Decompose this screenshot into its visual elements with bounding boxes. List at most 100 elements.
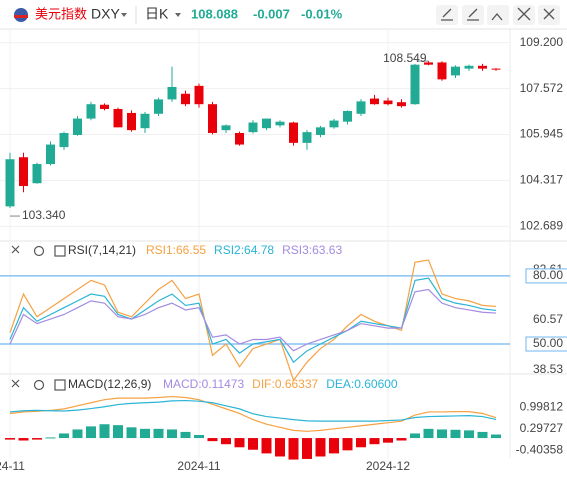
histogram-bar [140,428,150,439]
histogram-bar [99,424,110,439]
symbol[interactable]: DXY [91,6,120,22]
candle-body [181,93,190,105]
histogram-bar [5,438,15,440]
histogram-bar [383,438,393,443]
series-line [9,395,497,432]
histogram-bar [72,429,83,439]
histogram-bar [194,434,204,439]
close-icon[interactable] [11,245,20,254]
y-tick-label: 104.317 [520,173,564,187]
candle-body [100,104,109,109]
series-line [9,288,497,352]
reference-label-box [525,268,567,284]
histogram-bar [437,429,447,439]
change-pct: -0.01% [301,6,343,21]
histogram-bar [410,433,420,439]
candle-body [167,86,177,100]
tool-button[interactable] [462,5,484,25]
candle-body [208,104,217,133]
price: 108.088 [191,6,238,21]
x-tick-label: 2024-11 [177,459,220,473]
candle-body [424,62,433,65]
histogram-bar [18,438,29,441]
histogram-bar [329,438,339,454]
candle-body [491,68,501,70]
histogram-bar [261,438,272,454]
histogram-bar [86,426,96,439]
series-line [9,259,497,382]
settings-icon[interactable] [33,379,45,391]
flag-stripe [14,15,28,18]
histogram-bar [126,427,137,439]
candle-body [410,64,420,105]
candle-body [154,99,163,114]
histogram-bar [275,438,285,457]
y-tick-label: -0.40358 [516,443,564,457]
x-tick-label: 24-11 [0,459,25,473]
candle-body [343,110,352,122]
candle-body [59,132,69,148]
settings-icon[interactable] [33,245,45,257]
histogram-bar [248,438,258,450]
histogram-bar [59,433,69,439]
histogram-bar [113,425,123,439]
tool-icon [441,8,453,21]
title: 美元指数 [35,6,87,21]
tool-button[interactable] [436,5,458,25]
change: -0.007 [253,6,290,21]
tool-icon [517,7,531,21]
histogram-bar [315,438,326,457]
histogram-bar [464,430,474,439]
candle-body [451,66,460,76]
histogram-bar [32,438,42,440]
legend-entry: MACD:0.11473 [163,377,244,391]
histogram-bar [234,438,245,448]
candle-body [370,98,379,105]
histogram-bar [180,431,191,439]
series-line [9,399,497,422]
period[interactable]: 日K [145,6,169,22]
candle-body [113,108,123,128]
tool-button[interactable] [538,5,560,25]
candle-body [19,157,28,187]
close-icon[interactable] [11,379,20,388]
tool-button[interactable] [513,5,535,25]
tool-icon [491,12,503,21]
legend-entry: DEA:0.60600 [326,377,398,391]
histogram-bar [491,434,501,439]
min-label: 103.340 [22,208,66,222]
candle-body [32,164,42,184]
legend-entry: RSI3:63.63 [282,243,342,257]
dropdown-arrow [175,13,181,17]
reference-label-box [525,336,567,352]
histogram-bar [221,438,231,445]
tool-icon [543,8,555,20]
candle-body [221,125,231,131]
candle-body [316,127,325,135]
candle-body [437,62,447,80]
y-tick-label: 109.200 [520,35,564,49]
histogram-bar [342,438,353,451]
candle-body [397,102,406,107]
expand-icon[interactable] [54,245,66,257]
legend-entry: DIF:0.66337 [252,377,318,391]
candle-body [262,118,271,129]
y-tick-label: 107.572 [520,81,564,95]
tool-icon [467,8,479,21]
candle-body [275,121,285,126]
candle-body [478,65,487,69]
candle-body [194,85,204,105]
histogram-bar [450,429,461,439]
histogram-bar [477,431,488,439]
y-tick-label: 38.53 [533,362,563,376]
candle-body [248,122,258,133]
candle-body [289,122,298,143]
candle-body [235,132,244,145]
expand-icon[interactable] [54,379,66,391]
candle-body [356,101,366,114]
histogram-bar [153,428,164,439]
histogram-bar [423,428,434,439]
y-tick-label: 105.945 [520,127,564,141]
